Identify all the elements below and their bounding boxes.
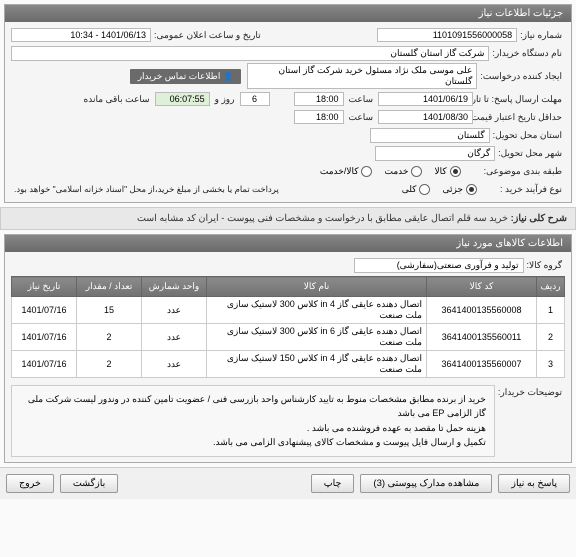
th-row: ردیف [537, 277, 565, 297]
deadline-label: مهلت ارسال پاسخ: تا تاریخ: [475, 94, 565, 105]
buy-process-partial-radio[interactable]: جزئی [442, 184, 477, 195]
delivery-state-value: گلستان [370, 128, 490, 143]
topic-service-label: خدمت [384, 166, 408, 177]
table-cell: 2 [537, 324, 565, 351]
need-number-label: شماره نیاز: [517, 30, 565, 41]
need-number-value: 1101091556000058 [377, 28, 517, 42]
deadline-time: 18:00 [294, 92, 344, 106]
delivery-state-label: استان محل تحویل: [490, 130, 565, 141]
buy-process-partial-label: جزئی [442, 184, 463, 195]
topic-goods-radio[interactable]: کالا [434, 166, 460, 177]
deadline-date: 1401/06/19 [378, 92, 473, 106]
goods-table-section: ردیف کد کالا نام کالا واحد شمارش تعداد /… [11, 276, 565, 378]
buy-process-full-label: کلی [402, 184, 417, 195]
days-remaining: 6 [240, 92, 270, 106]
radio-checked-icon [466, 184, 477, 195]
topic-both-radio[interactable]: کالا/خدمت [320, 166, 373, 177]
panel-body-goods: گروه کالا: تولید و فرآوری صنعتی(سفارشی) … [5, 252, 571, 462]
need-desc-text: خرید سه قلم اتصال عایقی مطابق با درخواست… [137, 213, 508, 224]
buy-process-label: نوع فرآیند خرید : [497, 184, 565, 195]
table-cell: اتصال دهنده عایقی گاز 4 in کلاس 150 لاست… [207, 351, 427, 378]
table-cell: اتصال دهنده عایقی گاز 6 in کلاس 300 لاست… [207, 324, 427, 351]
buy-process-radio-group: جزئی کلی [402, 184, 477, 195]
back-button[interactable]: بازگشت [60, 474, 118, 493]
table-cell: اتصال دهنده عایقی گاز 4 in کلاس 300 لاست… [207, 297, 427, 324]
validity-time: 18:00 [294, 110, 344, 124]
th-unit: واحد شمارش [142, 277, 207, 297]
radio-checked-icon [450, 166, 461, 177]
table-row: 13641400135560008اتصال دهنده عایقی گاز 4… [12, 297, 565, 324]
table-cell: 3 [537, 351, 565, 378]
attachments-button[interactable]: مشاهده مدارک پیوستی (3) [360, 474, 492, 493]
hours-left-label: ساعت باقی مانده [81, 94, 153, 105]
panel-body-details: شماره نیاز: 1101091556000058 تاریخ و ساع… [5, 22, 571, 202]
goods-group-value: تولید و فرآوری صنعتی(سفارشی) [354, 258, 524, 273]
print-button[interactable]: چاپ [311, 474, 355, 493]
table-cell: 1401/07/16 [12, 297, 77, 324]
validity-date: 1401/08/30 [378, 110, 473, 124]
radio-unchecked-icon [361, 166, 372, 177]
topic-radio-group: کالا خدمت کالا/خدمت [320, 166, 461, 177]
days-label: روز و [212, 94, 238, 105]
radio-unchecked-icon [411, 166, 422, 177]
hours-remaining: 06:07:55 [155, 92, 210, 106]
topic-service-radio[interactable]: خدمت [384, 166, 422, 177]
buyer-device-label: نام دستگاه خریدار: [489, 48, 565, 59]
delivery-city-label: شهر محل تحویل: [495, 148, 565, 159]
table-cell: 1401/07/16 [12, 351, 77, 378]
button-bar: پاسخ به نیاز مشاهده مدارک پیوستی (3) چاپ… [0, 467, 576, 499]
table-cell: 3641400135560008 [427, 297, 537, 324]
table-cell: 1 [537, 297, 565, 324]
buyer-notes-box: خرید از برنده مطابق مشخصات منوط به تایید… [11, 385, 495, 457]
th-date: تاریخ نیاز [12, 277, 77, 297]
panel-header-goods: اطلاعات کالاهای مورد نیاز [5, 235, 571, 252]
validity-time-label: ساعت [346, 112, 377, 123]
table-cell: عدد [142, 351, 207, 378]
table-cell: عدد [142, 297, 207, 324]
goods-panel: اطلاعات کالاهای مورد نیاز گروه کالا: تول… [4, 234, 572, 463]
buy-process-note: پرداخت تمام یا بخشی از مبلغ خرید،از محل … [11, 184, 282, 195]
buyer-notes-label: توضیحات خریدار: [495, 383, 565, 398]
table-cell: 1401/07/16 [12, 324, 77, 351]
th-qty: تعداد / مقدار [77, 277, 142, 297]
exit-button[interactable]: خروج [6, 474, 54, 493]
topic-both-label: کالا/خدمت [320, 166, 359, 177]
goods-table: ردیف کد کالا نام کالا واحد شمارش تعداد /… [11, 276, 565, 378]
th-name: نام کالا [207, 277, 427, 297]
table-cell: 15 [77, 297, 142, 324]
contact-badge[interactable]: اطلاعات تماس خریدار [130, 69, 242, 84]
radio-unchecked-icon [419, 184, 430, 195]
respond-button[interactable]: پاسخ به نیاز [498, 474, 570, 493]
table-cell: 2 [77, 351, 142, 378]
requester-label: ایجاد کننده درخواست: [477, 71, 565, 82]
table-row: 33641400135560007اتصال دهنده عایقی گاز 4… [12, 351, 565, 378]
delivery-city-value: گرگان [375, 146, 495, 161]
requester-value: علی موسی ملک نژاد مسئول خرید شرکت گاز اس… [247, 63, 477, 89]
table-cell: 2 [77, 324, 142, 351]
deadline-time-label: ساعت [346, 94, 377, 105]
panel-header-details: جزئیات اطلاعات نیاز [5, 5, 571, 22]
goods-group-label: گروه کالا: [524, 260, 565, 271]
table-cell: عدد [142, 324, 207, 351]
need-description-row: شرح کلی نیاز: خرید سه قلم اتصال عایقی مط… [0, 207, 576, 230]
announce-label: تاریخ و ساعت اعلان عمومی: [151, 30, 264, 41]
note-line: هزینه حمل تا مقصد به عهده فروشنده می باش… [20, 421, 486, 435]
table-header-row: ردیف کد کالا نام کالا واحد شمارش تعداد /… [12, 277, 565, 297]
th-code: کد کالا [427, 277, 537, 297]
buy-process-full-radio[interactable]: کلی [402, 184, 431, 195]
table-row: 23641400135560011اتصال دهنده عایقی گاز 6… [12, 324, 565, 351]
note-line: تکمیل و ارسال فایل پیوست و مشخصات کالای … [20, 435, 486, 449]
need-desc-label: شرح کلی نیاز: [511, 213, 567, 224]
note-line: خرید از برنده مطابق مشخصات منوط به تایید… [20, 392, 486, 421]
topic-class-label: طبقه بندی موضوعی: [481, 166, 565, 177]
topic-goods-label: کالا [434, 166, 446, 177]
table-cell: 3641400135560007 [427, 351, 537, 378]
details-panel: جزئیات اطلاعات نیاز شماره نیاز: 11010915… [4, 4, 572, 203]
announce-value: 1401/06/13 - 10:34 [11, 28, 151, 42]
validity-label: حداقل تاریخ اعتبار قیمت تا تاریخ: [475, 112, 565, 123]
goods-tbody: 13641400135560008اتصال دهنده عایقی گاز 4… [12, 297, 565, 378]
table-cell: 3641400135560011 [427, 324, 537, 351]
buyer-device-value: شرکت گاز استان گلستان [11, 46, 489, 61]
